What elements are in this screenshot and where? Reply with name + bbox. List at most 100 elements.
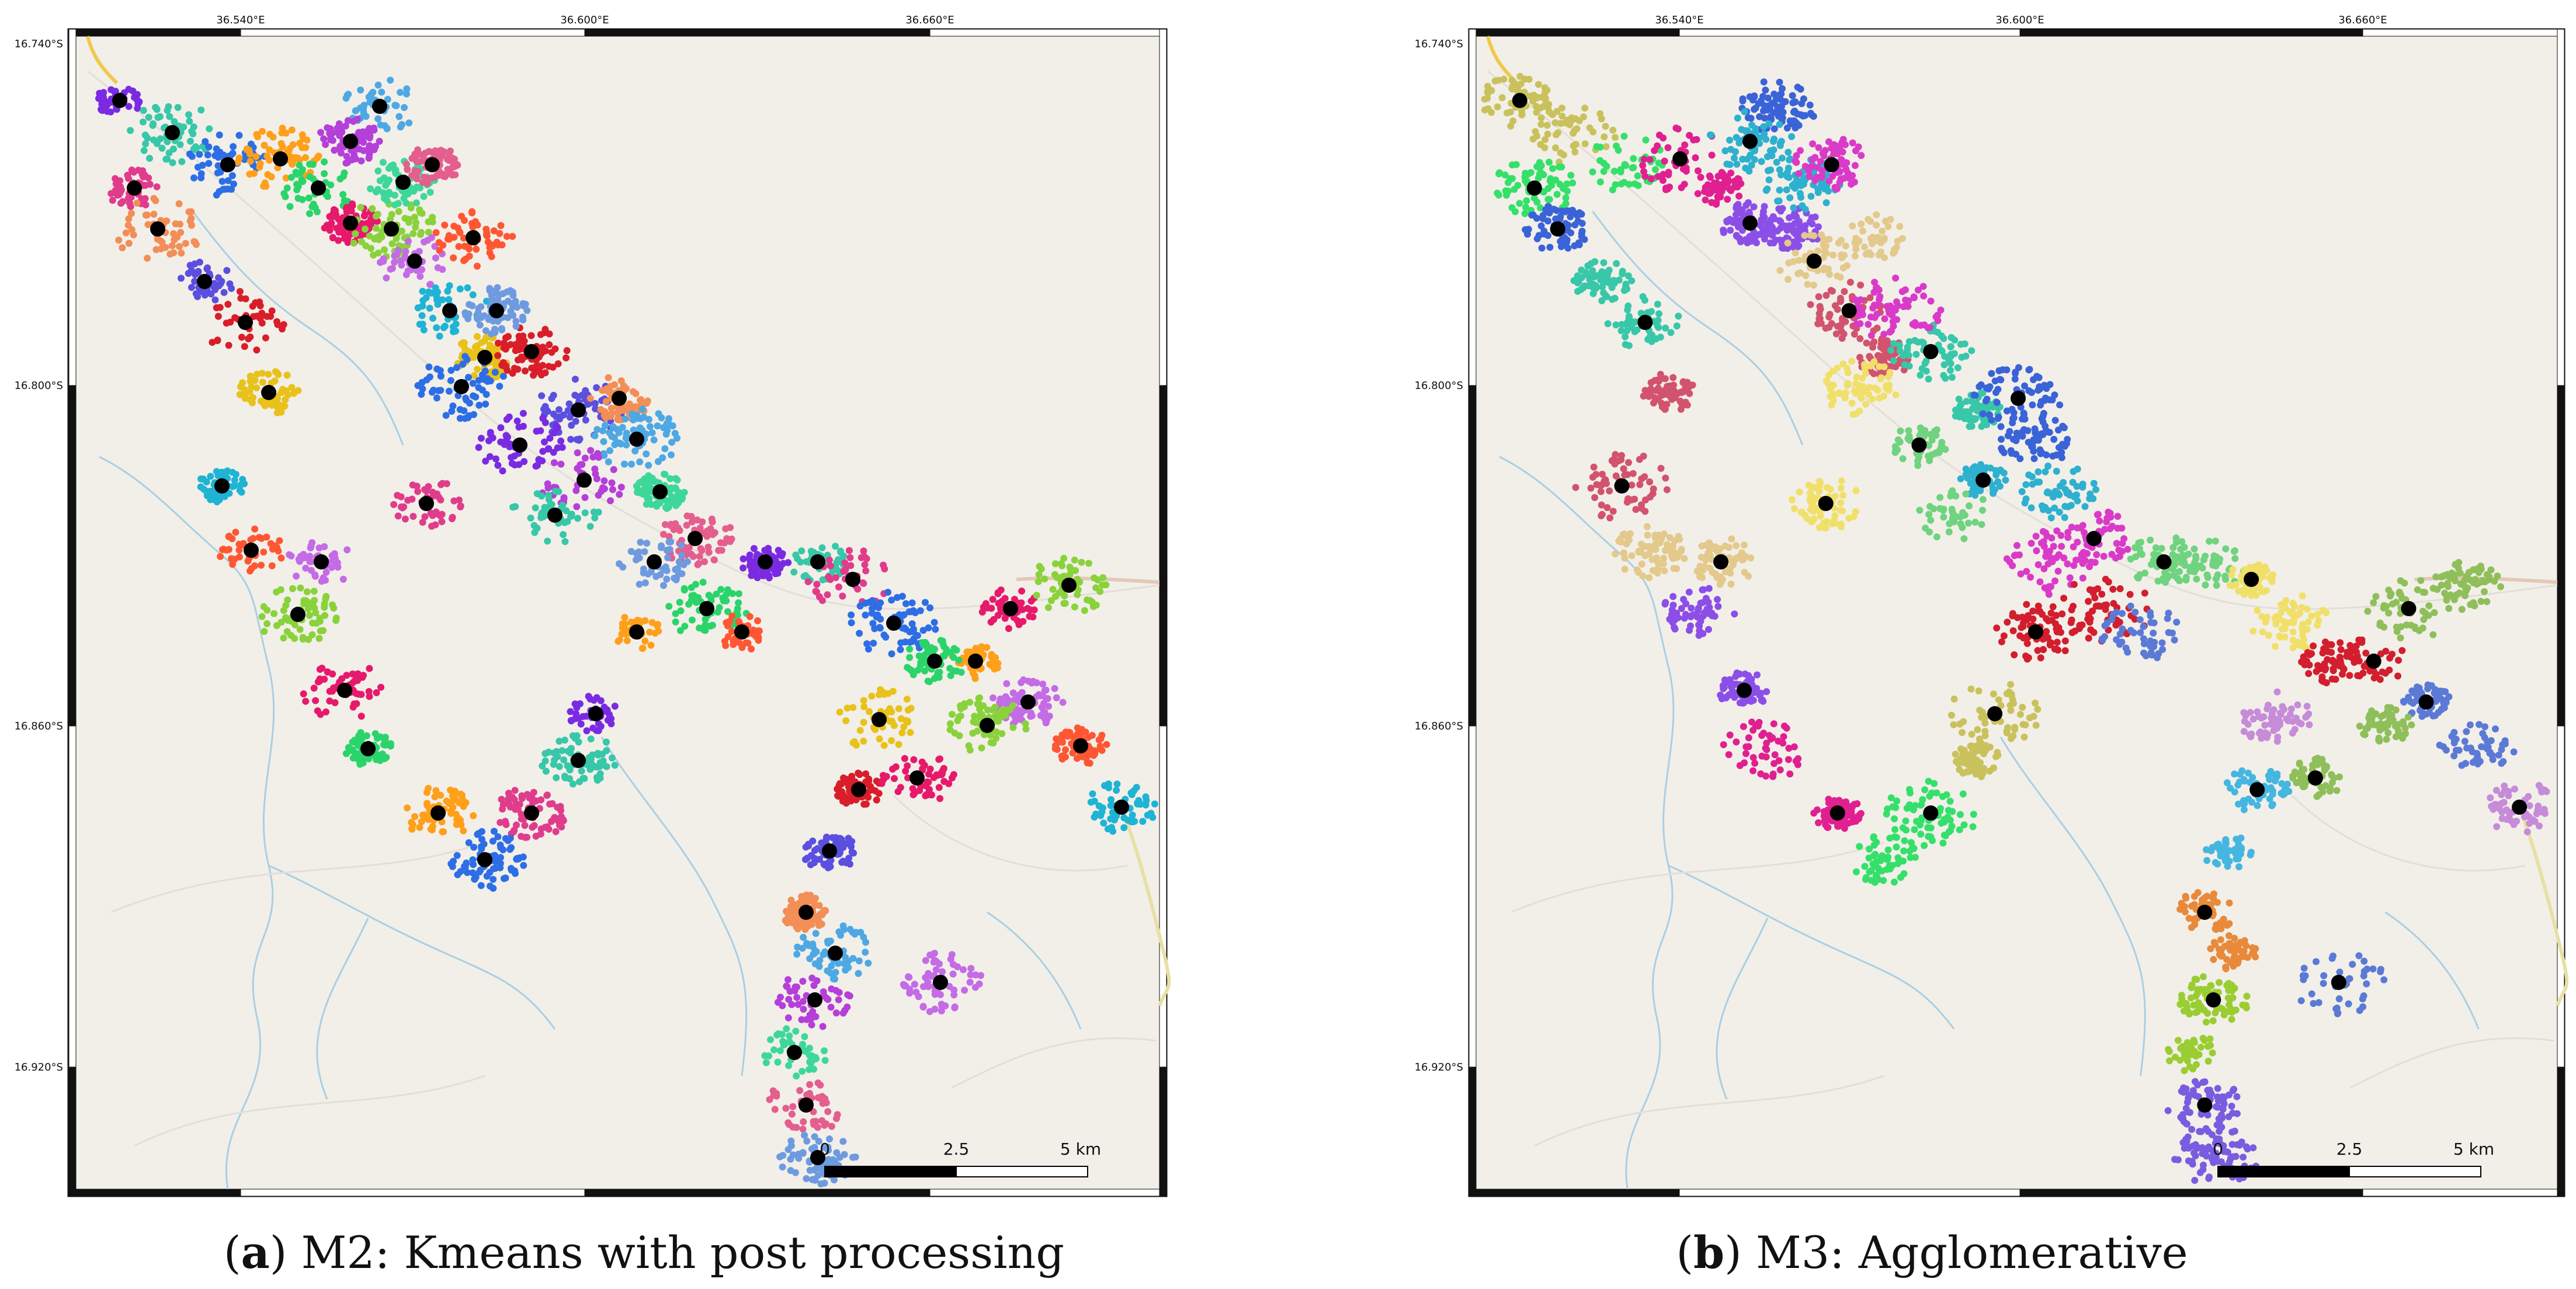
cluster-point (849, 739, 857, 746)
cluster-point (846, 839, 853, 847)
cluster-point (1810, 282, 1817, 289)
cluster-point (450, 857, 457, 865)
cluster-point (1866, 294, 1874, 301)
cluster-point (601, 422, 609, 429)
cluster-point (1134, 800, 1141, 808)
cluster-point (1646, 156, 1654, 164)
cluster-point (445, 296, 453, 303)
cluster-point (498, 241, 506, 249)
cluster-point (555, 488, 563, 495)
cluster-point (1033, 592, 1040, 599)
cluster-point (800, 1118, 807, 1125)
cluster-point (653, 502, 661, 510)
cluster-point (689, 553, 697, 560)
cluster-point (357, 157, 365, 165)
cluster-point (223, 319, 230, 327)
cluster-point (374, 81, 382, 89)
map-area (1476, 36, 2557, 1189)
cluster-point (1612, 181, 1619, 189)
river-line (268, 864, 556, 1030)
cluster-point (942, 1002, 949, 1010)
frame-segment-top (1679, 29, 2020, 37)
scale-bar-black (824, 1166, 957, 1177)
cluster-point (197, 106, 205, 114)
cluster-point (593, 426, 601, 433)
cluster-point (1820, 239, 1827, 246)
cluster-point (366, 665, 373, 672)
cluster-point (922, 957, 929, 964)
cluster-point (186, 117, 193, 125)
cluster-point (296, 626, 304, 633)
cluster-point (409, 481, 416, 489)
cluster-point (592, 470, 599, 478)
cluster-point (835, 583, 842, 590)
cluster-point (593, 384, 600, 391)
cluster-point (804, 920, 811, 928)
cluster-point (1596, 178, 1604, 186)
cluster-center (477, 852, 492, 867)
cluster-point (901, 624, 908, 632)
cluster-point (803, 1091, 811, 1099)
cluster-point (1570, 130, 1577, 137)
cluster-point (433, 394, 440, 402)
cluster-point (369, 205, 376, 213)
cluster-point (1686, 131, 1693, 139)
cluster-point (544, 791, 551, 799)
cluster-point (698, 547, 706, 554)
cluster-point (432, 229, 440, 237)
cluster-point (445, 232, 453, 239)
cluster-point (793, 1072, 800, 1080)
cluster-point (832, 1009, 840, 1017)
lon-tick-label: 36.660°E (905, 14, 954, 26)
cluster-point (862, 770, 870, 777)
cluster-point (354, 742, 362, 749)
cluster-point (273, 409, 281, 416)
cluster-point (828, 985, 835, 993)
cluster-point (577, 720, 585, 728)
cluster-point (1544, 185, 1552, 192)
cluster-point (533, 428, 540, 435)
cluster-point (462, 311, 470, 319)
cluster-point (277, 554, 285, 562)
cluster-point (332, 207, 339, 214)
cluster-point (468, 208, 476, 216)
cluster-point (875, 790, 883, 797)
cluster-point (866, 708, 873, 715)
cluster-point (1074, 724, 1081, 732)
cluster-point (146, 155, 153, 162)
cluster-point (253, 370, 261, 378)
cluster-point (469, 869, 477, 877)
cluster-point (419, 297, 427, 304)
cluster-point (425, 175, 432, 182)
cluster-point (451, 795, 459, 802)
cluster-point (911, 981, 918, 988)
cluster-point (578, 767, 585, 775)
cluster-point (248, 383, 255, 391)
cluster-point (1884, 223, 1892, 230)
cluster-point (862, 567, 870, 575)
cluster-point (446, 282, 453, 290)
cluster-point (1617, 166, 1624, 173)
cluster-point (855, 970, 862, 977)
cluster-point (909, 671, 917, 679)
cluster-center (150, 221, 165, 237)
cluster-point (217, 168, 224, 176)
cluster-point (920, 983, 927, 991)
cluster-center (1020, 694, 1036, 710)
cluster-point (582, 416, 589, 424)
cluster-point (1484, 105, 1492, 113)
cluster-point (606, 412, 614, 419)
cluster-point (932, 966, 940, 974)
cluster-point (738, 644, 746, 651)
cluster-point (723, 597, 730, 604)
cluster-point (813, 581, 821, 588)
cluster-point (713, 590, 720, 598)
cluster-point (522, 367, 529, 375)
cluster-point (650, 436, 658, 444)
cluster-point (1609, 126, 1617, 134)
cluster-point (539, 762, 546, 770)
cluster-point (197, 483, 204, 491)
cluster-point (505, 797, 512, 804)
cluster-point (470, 861, 477, 868)
cluster-point (419, 321, 426, 328)
